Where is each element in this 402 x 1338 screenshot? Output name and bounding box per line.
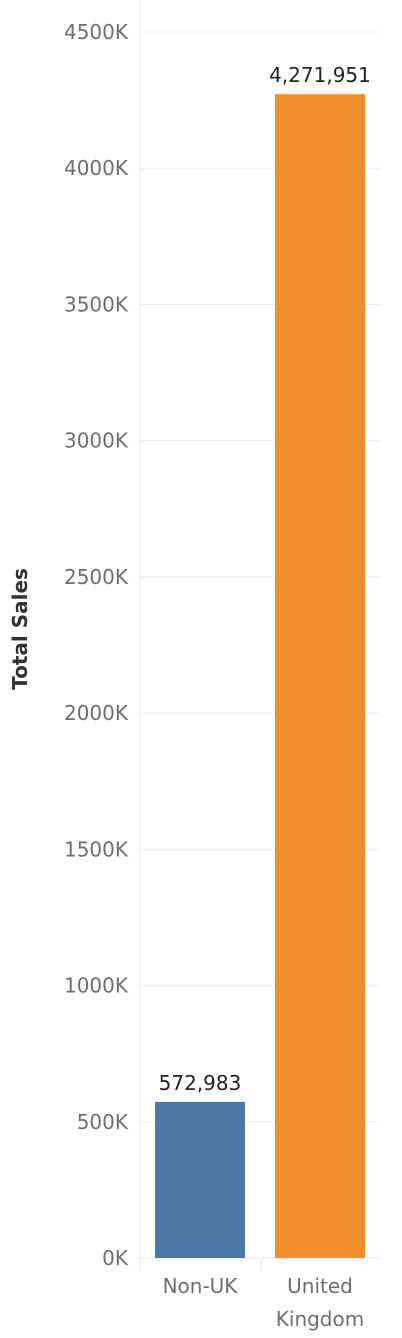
bar[interactable] [155, 1101, 245, 1258]
y-tick-label: 0K [102, 1246, 129, 1270]
x-category-label: United [287, 1274, 353, 1298]
y-tick-label: 1000K [64, 974, 129, 998]
x-category-label: Non-UK [163, 1274, 239, 1298]
data-label: 4,271,951 [269, 63, 371, 87]
y-tick-label: 1500K [64, 837, 129, 861]
y-axis-title: Total Sales [8, 568, 32, 690]
data-label: 572,983 [159, 1071, 242, 1095]
y-tick-label: 3000K [64, 429, 129, 453]
y-tick-label: 500K [77, 1110, 129, 1134]
y-tick-label: 2500K [64, 565, 129, 589]
data-labels: 572,983 4,271,951 [159, 63, 371, 1095]
x-category-label: Kingdom [276, 1307, 364, 1331]
bar[interactable] [275, 94, 365, 1258]
bars [155, 94, 365, 1258]
y-tick-label: 2000K [64, 701, 129, 725]
y-tick-label: 3500K [64, 292, 129, 316]
x-category-labels: Non-UK United Kingdom [163, 1274, 365, 1331]
y-tick-label: 4000K [64, 156, 129, 180]
y-tick-label: 4500K [64, 20, 129, 44]
y-tick-labels: 0K 500K 1000K 1500K 2000K 2500K 3000K 3500K 4000… [64, 20, 129, 1270]
gridlines [140, 31, 380, 1123]
